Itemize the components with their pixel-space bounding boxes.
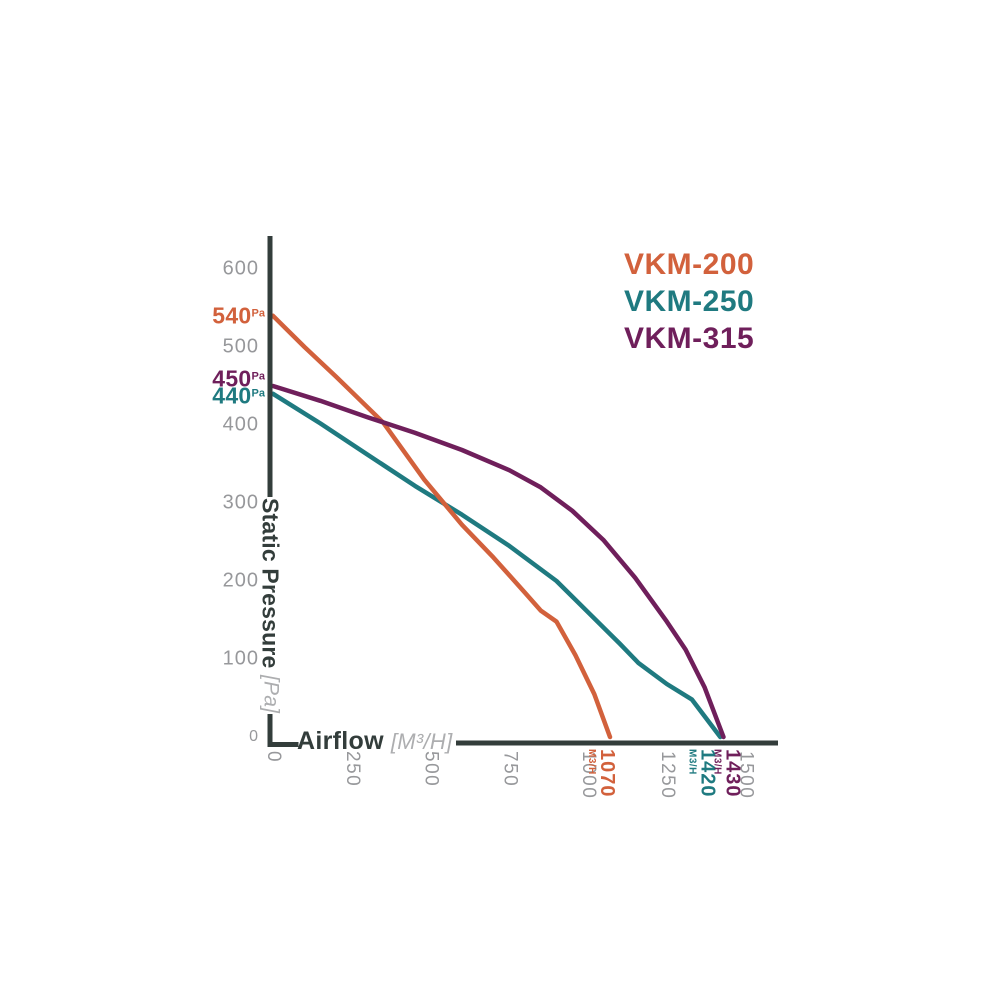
origin-corner-vertical	[267, 714, 273, 747]
curve-vkm-250	[270, 391, 723, 740]
curves-group	[270, 313, 726, 740]
curve-vkm-200	[270, 313, 613, 740]
y-axis-line	[267, 236, 273, 497]
origin-corner-horizontal	[267, 742, 299, 747]
curve-vkm-315	[270, 383, 726, 740]
x-axis-line	[456, 740, 778, 746]
